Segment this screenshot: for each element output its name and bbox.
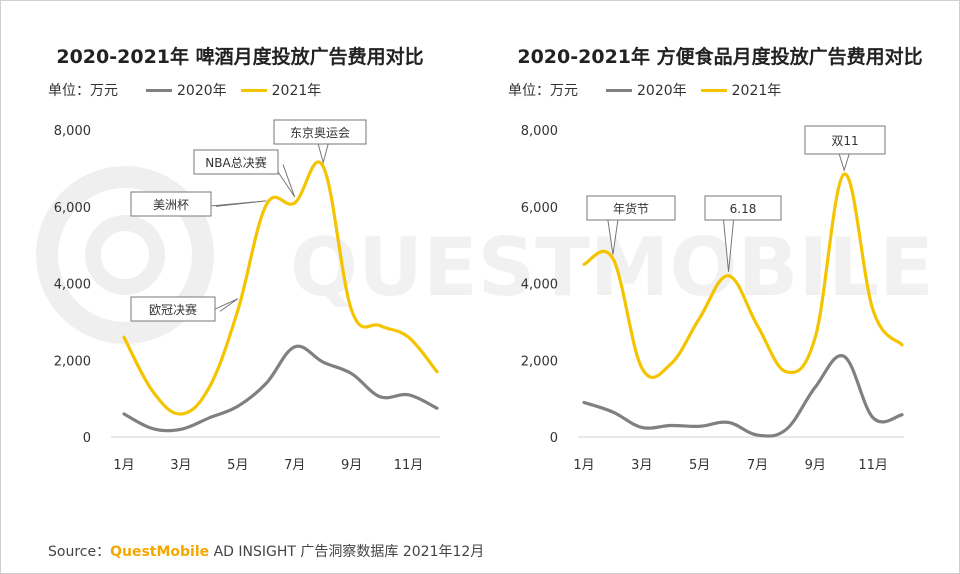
x-tick-label: 1月: [573, 458, 594, 473]
unit-label: 单位：万元: [508, 83, 578, 99]
y-tick-label: 4,000: [54, 278, 91, 293]
callout-pointer: [209, 298, 239, 312]
x-tick-label: 5月: [689, 458, 710, 473]
instant-food-chart: 2020-2021年 方便食品月度投放广告费用对比 单位：万元 2020年 20…: [480, 0, 960, 500]
x-tick-label: 3月: [170, 458, 191, 473]
legend-swatch-2021: [240, 88, 267, 92]
callout-label: 年货节: [613, 201, 649, 216]
y-tick-label: 0: [83, 431, 91, 446]
legend-label-2020: 2020年: [177, 83, 227, 99]
x-tick-label: 1月: [113, 458, 134, 473]
y-tick-label: 2,000: [521, 354, 558, 369]
callout-label: 欧冠决赛: [149, 302, 197, 317]
callout-box: [273, 119, 367, 145]
legend-label-2021: 2021年: [271, 83, 322, 99]
callout-pointer: [205, 200, 267, 207]
chart-title: 2020-2021年 啤酒月度投放广告费用对比: [56, 46, 424, 68]
legend-item-2020: 2020年: [606, 80, 687, 100]
y-tick-label: 6,000: [54, 201, 91, 216]
annotation-callout: 欧冠决赛: [130, 296, 239, 322]
y-tick-label: 6,000: [521, 201, 558, 216]
x-tick-label: 11月: [858, 458, 888, 473]
callout-box: [804, 125, 886, 155]
x-tick-label: 9月: [805, 458, 826, 473]
series-2020-line: [582, 354, 904, 438]
series-2021-line: [122, 160, 439, 416]
y-tick-label: 0: [550, 431, 558, 446]
callout-box: [193, 149, 279, 175]
y-tick-label: 8,000: [54, 124, 91, 139]
legend-item-2021: 2021年: [700, 80, 782, 100]
callout-label: 6.18: [730, 202, 757, 216]
callout-box: [704, 195, 782, 221]
y-tick-label: 8,000: [521, 124, 558, 139]
annotation-callout: 双11: [804, 125, 886, 172]
beer-plot: 0 2,000 4,000 6,000 8,000 1月 3月 5月 7月 9月 11月 东京奥运会 N…: [54, 119, 440, 473]
callout-box: [130, 296, 216, 322]
legend-item-2020: 2020年: [146, 80, 227, 100]
callout-box: [586, 195, 676, 221]
callout-label: NBA总决赛: [205, 155, 266, 170]
annotation-callout: 年货节: [586, 195, 676, 255]
annotation-callout: NBA总决赛: [193, 149, 296, 198]
legend-swatch-2020: [146, 88, 172, 92]
annotation-callout: 6.18: [704, 195, 782, 272]
annotation-callout: 美洲杯: [130, 191, 267, 217]
callout-pointer: [838, 153, 850, 172]
legend-label-2020: 2020年: [637, 83, 687, 99]
callout-label: 美洲杯: [153, 198, 189, 212]
source-rest: AD INSIGHT 广告洞察数据库 2021年12月: [209, 544, 485, 560]
legend-swatch-2020: [606, 88, 632, 92]
callout-label: 双11: [831, 134, 858, 148]
y-tick-label: 4,000: [521, 278, 558, 293]
legend: 单位：万元 2020年 2021年: [508, 80, 795, 100]
legend-swatch-2021: [700, 88, 727, 92]
x-tick-label: 5月: [227, 458, 248, 473]
source-brand: QuestMobile: [110, 544, 210, 560]
callout-pointer: [272, 164, 296, 198]
y-tick-label: 2,000: [54, 354, 91, 369]
x-tick-label: 7月: [747, 458, 768, 473]
x-tick-label: 11月: [394, 458, 424, 473]
instant-food-plot: 0 2,000 4,000 6,000 8,000 1月 3月 5月 7月 9月 11月 年货节 6.1…: [521, 124, 904, 473]
x-tick-label: 3月: [631, 458, 652, 473]
legend-item-2021: 2021年: [240, 80, 322, 100]
source-note: Source：QuestMobile AD INSIGHT 广告洞察数据库 20…: [48, 541, 484, 561]
unit-label: 单位：万元: [48, 83, 118, 99]
legend: 单位：万元 2020年 2021年: [48, 80, 335, 100]
series-2021-line: [582, 172, 904, 379]
source-prefix: Source：: [48, 544, 111, 560]
x-tick-label: 7月: [284, 458, 305, 473]
legend-label-2021: 2021年: [731, 83, 782, 99]
callout-box: [130, 191, 212, 217]
chart-title: 2020-2021年 方便食品月度投放广告费用对比: [517, 46, 923, 68]
callout-pointer: [723, 219, 735, 272]
annotation-callout: 东京奥运会: [273, 119, 367, 165]
callout-pointer: [607, 219, 619, 255]
x-tick-label: 9月: [341, 458, 362, 473]
callout-pointer: [317, 143, 329, 165]
series-2020-line: [122, 344, 439, 433]
beer-chart: 2020-2021年 啤酒月度投放广告费用对比 单位：万元 2020年 2021…: [0, 0, 480, 500]
callout-label: 东京奥运会: [290, 126, 350, 140]
